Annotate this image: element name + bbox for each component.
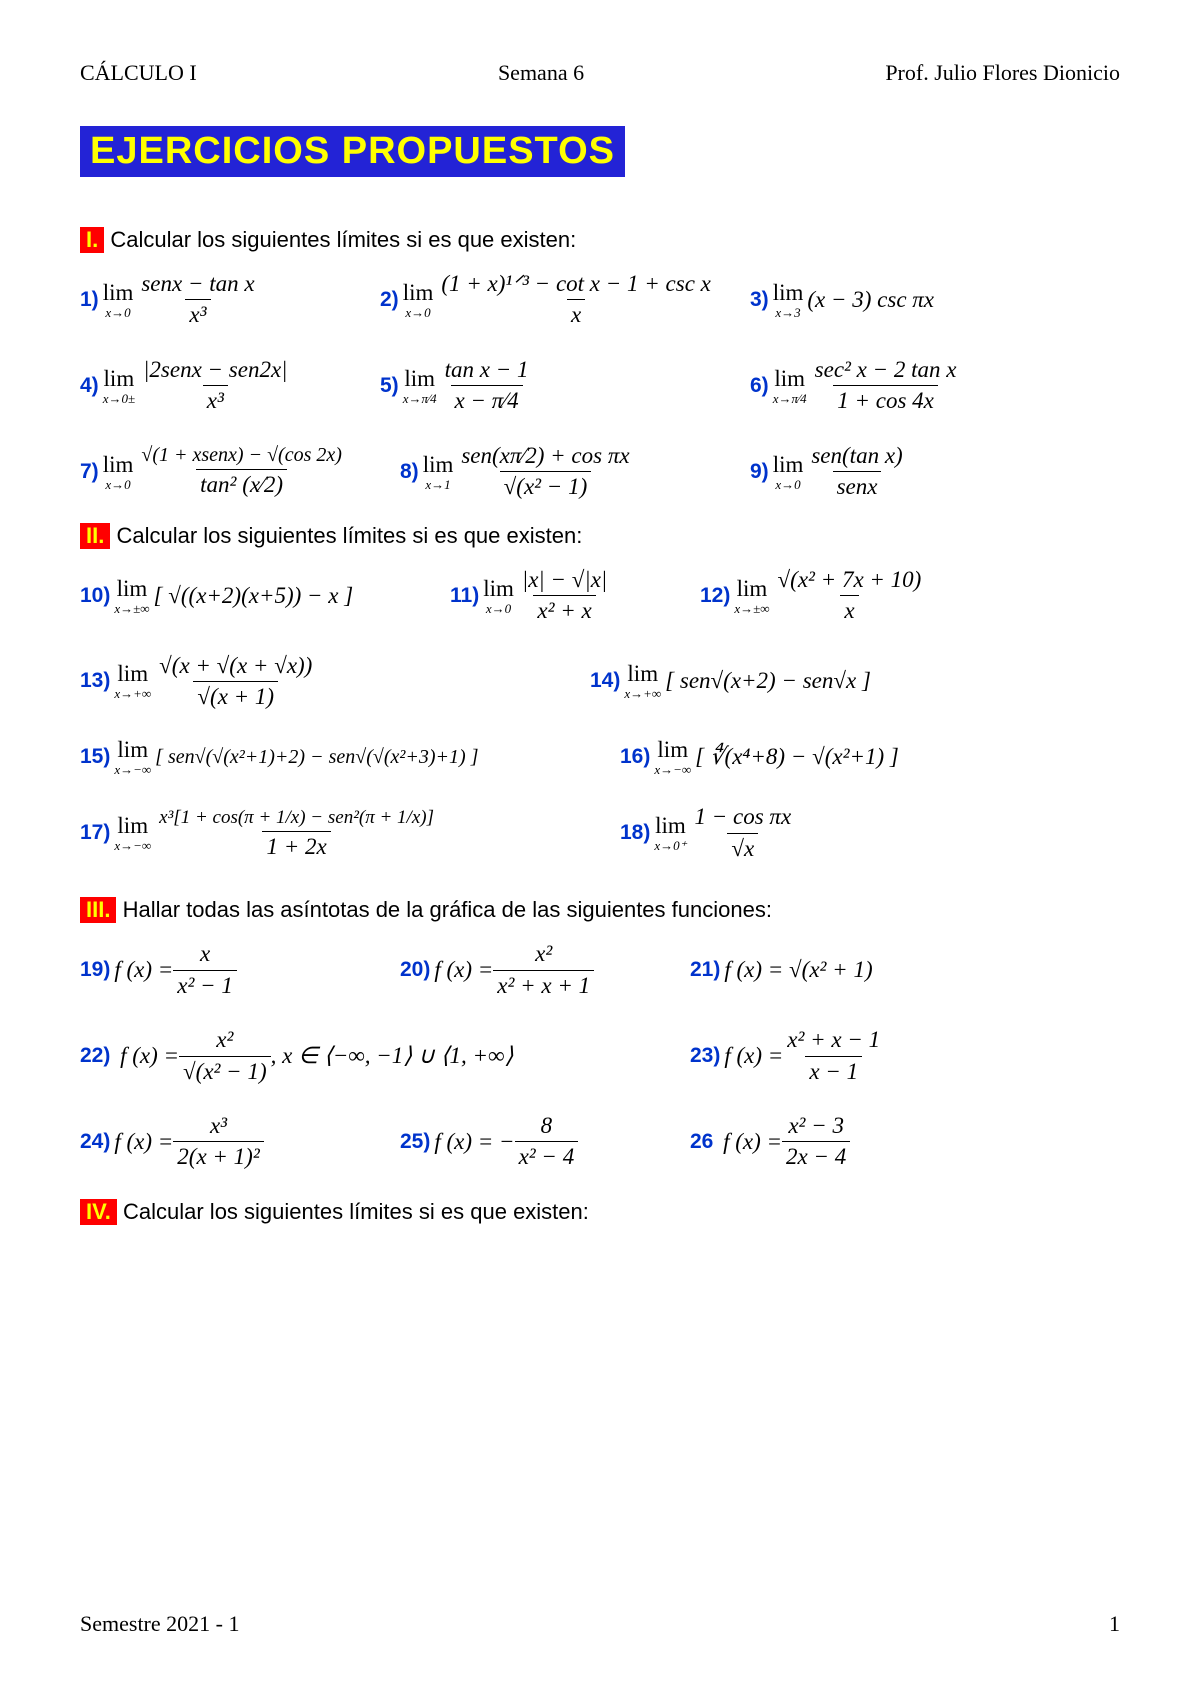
num-16: 16): [620, 745, 650, 769]
problem-9: 9) limx→0 sen(tan x)senx: [750, 443, 907, 501]
header-course: CÁLCULO I: [80, 60, 197, 86]
footer-semester: Semestre 2021 - 1: [80, 1611, 239, 1637]
problem-5: 5) limx→π⁄4 tan x − 1x − π⁄4: [380, 357, 750, 415]
num-7: 7): [80, 460, 99, 484]
problem-22: 22) f (x) = x²√(x² − 1) , x ∈ ⟨−∞, −1⟩ ∪…: [80, 1027, 690, 1085]
section-3-text: Hallar todas las asíntotas de la gráfica…: [116, 897, 772, 922]
problem-24: 24) f (x) = x³2(x + 1)²: [80, 1113, 400, 1171]
header-prof: Prof. Julio Flores Dionicio: [885, 60, 1120, 86]
num-22: 22): [80, 1044, 110, 1068]
num-21: 21): [690, 958, 720, 982]
section-1-label: I.: [80, 227, 104, 253]
problems-group-1: 1) limx→0 senx − tan xx³ 2) limx→0 (1 + …: [80, 271, 1120, 501]
problem-7: 7) limx→0 √(1 + xsenx) − √(cos 2x)tan² (…: [80, 444, 400, 498]
section-4: IV. Calcular los siguientes límites si e…: [80, 1199, 1120, 1225]
problem-21: 21) f (x) = √(x² + 1): [690, 957, 873, 983]
problem-19: 19) f (x) = xx² − 1: [80, 941, 400, 999]
page-header: CÁLCULO I Semana 6 Prof. Julio Flores Di…: [80, 60, 1120, 86]
problem-13: 13) limx→+∞ √(x + √(x + √x))√(x + 1): [80, 653, 590, 711]
problem-10: 10) limx→±∞ [ √((x+2)(x+5)) − x ]: [80, 577, 450, 615]
num-8: 8): [400, 460, 419, 484]
section-4-label: IV.: [80, 1199, 117, 1225]
num-23: 23): [690, 1044, 720, 1068]
num-5: 5): [380, 374, 399, 398]
problem-15: 15) limx→−∞ [ sen√(√(x²+1)+2) − sen√(√(x…: [80, 738, 620, 776]
num-10: 10): [80, 584, 110, 608]
page: CÁLCULO I Semana 6 Prof. Julio Flores Di…: [0, 0, 1200, 1697]
problem-18: 18) limx→0⁺ 1 − cos πx√x: [620, 804, 795, 862]
problem-8: 8) limx→1 sen(xπ⁄2) + cos πx√(x² − 1): [400, 443, 750, 501]
problem-11: 11) limx→0 |x| − √|x|x² + x: [450, 567, 700, 625]
problems-group-2: 10) limx→±∞ [ √((x+2)(x+5)) − x ] 11) li…: [80, 567, 1120, 863]
num-11: 11): [450, 584, 479, 608]
num-24: 24): [80, 1130, 110, 1154]
num-2: 2): [380, 288, 399, 312]
num-13: 13): [80, 669, 110, 693]
problem-26: 26 f (x) = x² − 32x − 4: [690, 1113, 850, 1171]
problem-23: 23) f (x) = x² + x − 1x − 1: [690, 1027, 884, 1085]
page-footer: Semestre 2021 - 1 1: [80, 1611, 1120, 1637]
num-14: 14): [590, 669, 620, 693]
section-2-label: II.: [80, 523, 110, 549]
num-19: 19): [80, 958, 110, 982]
problem-2: 2) limx→0 (1 + x)¹ᐟ³ − cot x − 1 + csc x…: [380, 271, 750, 329]
num-9: 9): [750, 460, 769, 484]
num-17: 17): [80, 821, 110, 845]
section-2-text: Calcular los siguientes límites si es qu…: [110, 523, 582, 548]
section-3-label: III.: [80, 897, 116, 923]
section-4-text: Calcular los siguientes límites si es qu…: [117, 1199, 589, 1224]
problem-17: 17) limx→−∞ x³[1 + cos(π + 1/x) − sen²(π…: [80, 807, 620, 860]
page-title: EJERCICIOS PROPUESTOS: [80, 126, 625, 177]
num-12: 12): [700, 584, 730, 608]
problem-1: 1) limx→0 senx − tan xx³: [80, 271, 380, 329]
num-3: 3): [750, 288, 769, 312]
problem-25: 25) f (x) = − 8x² − 4: [400, 1113, 690, 1171]
section-1: I. Calcular los siguientes límites si es…: [80, 227, 1120, 253]
num-4: 4): [80, 374, 99, 398]
num-18: 18): [620, 821, 650, 845]
footer-page-number: 1: [1109, 1611, 1120, 1637]
problem-12: 12) limx→±∞ √(x² + 7x + 10)x: [700, 567, 925, 625]
num-20: 20): [400, 958, 430, 982]
num-1: 1): [80, 288, 99, 312]
section-2: II. Calcular los siguientes límites si e…: [80, 523, 1120, 549]
problem-4: 4) limx→0± |2senx − sen2x|x³: [80, 357, 380, 415]
problem-6: 6) limx→π⁄4 sec² x − 2 tan x1 + cos 4x: [750, 357, 961, 415]
problem-14: 14) limx→+∞ [ sen√(x+2) − sen√x ]: [590, 662, 871, 700]
problem-16: 16) limx→−∞ [ ∜(x⁴+8) − √(x²+1) ]: [620, 738, 899, 776]
problem-3: 3) limx→3 (x − 3) csc πx: [750, 281, 934, 319]
header-week: Semana 6: [498, 60, 584, 86]
problem-20: 20) f (x) = x²x² + x + 1: [400, 941, 690, 999]
num-25: 25): [400, 1130, 430, 1154]
problems-group-3: 19) f (x) = xx² − 1 20) f (x) = x²x² + x…: [80, 941, 1120, 1171]
section-1-text: Calcular los siguientes límites si es qu…: [104, 227, 576, 252]
section-3: III. Hallar todas las asíntotas de la gr…: [80, 897, 1120, 923]
num-6: 6): [750, 374, 769, 398]
num-26: 26: [690, 1130, 713, 1154]
num-15: 15): [80, 745, 110, 769]
